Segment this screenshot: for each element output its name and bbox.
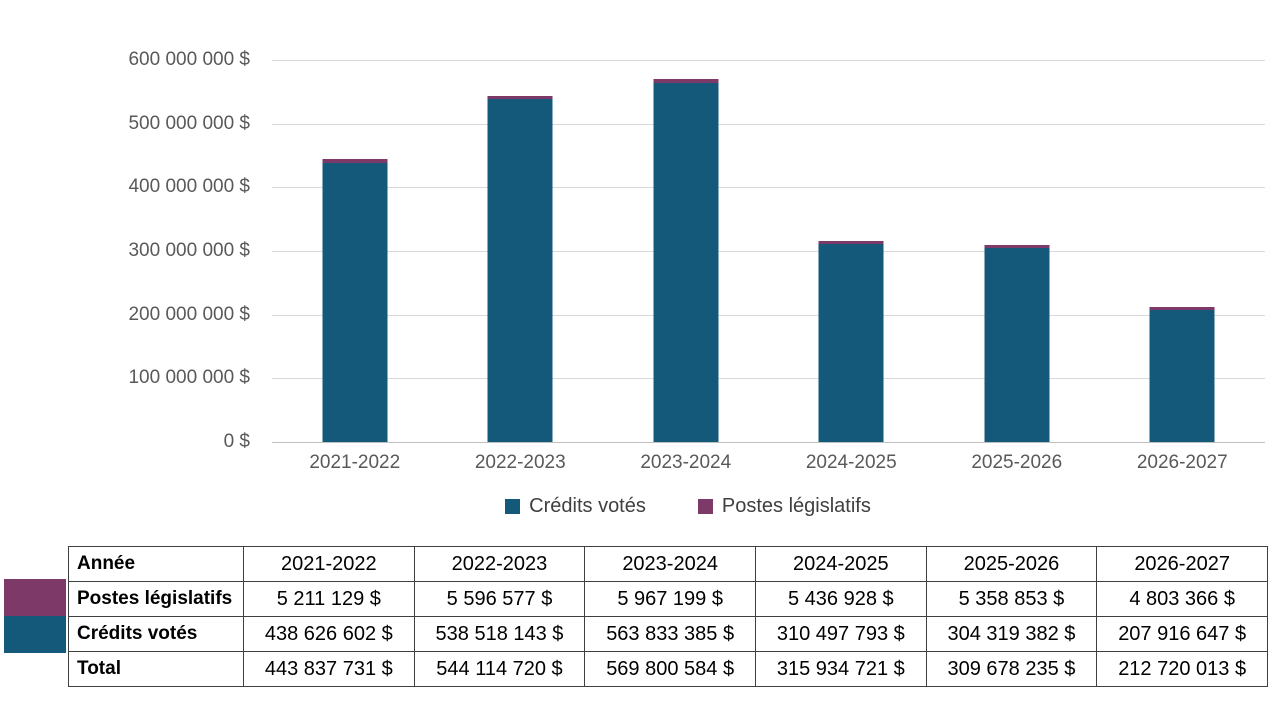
gridline xyxy=(272,60,1265,61)
chart-legend: Crédits votés Postes législatifs xyxy=(48,495,1280,518)
y-axis-tick-label: 200 000 000 $ xyxy=(128,303,250,325)
bar-group xyxy=(1100,60,1266,442)
table-cell: 4 803 366 $ xyxy=(1096,581,1268,617)
table-row-postes-legislatifs: Postes législatifs 5 211 129 $5 596 577 $… xyxy=(68,581,1268,617)
table-header-year: 2026-2027 xyxy=(1096,546,1268,582)
gridline xyxy=(272,123,1265,125)
x-axis-category-label: 2024-2025 xyxy=(805,452,897,473)
legend-item-credits-votes: Crédits votés xyxy=(505,495,646,518)
table-cell: 304 319 382 $ xyxy=(925,616,1098,652)
gridline xyxy=(272,187,1265,189)
bar-segment-credits-votes xyxy=(1149,309,1215,442)
bar-segment-postes-legislatifs xyxy=(1149,306,1215,310)
bar-segment-credits-votes xyxy=(984,248,1050,442)
table-row-swatch-postes-legislatifs xyxy=(4,579,66,616)
bar-stack xyxy=(653,79,719,442)
table-row-credits-votes: Crédits votés 438 626 602 $538 518 143 $5… xyxy=(68,616,1268,652)
x-axis-category-label: 2021-2022 xyxy=(309,452,401,473)
bar-segment-credits-votes xyxy=(487,99,553,442)
table-cell: 5 596 577 $ xyxy=(413,581,586,617)
table-header-year: 2023-2024 xyxy=(584,546,756,582)
legend-swatch-postes-legislatifs-icon xyxy=(697,499,713,514)
table-cell: 538 518 143 $ xyxy=(413,616,586,652)
gridline xyxy=(272,378,1265,380)
table-cell: 309 678 235 $ xyxy=(925,651,1098,687)
bar-stack xyxy=(322,159,388,442)
table-cell: 5 436 928 $ xyxy=(754,581,927,617)
bar-stack xyxy=(818,240,884,442)
table-cell: 315 934 721 $ xyxy=(754,651,927,687)
table-cell: 212 720 013 $ xyxy=(1096,651,1268,687)
y-axis-tick-label: 600 000 000 $ xyxy=(128,49,250,70)
x-axis-category-label: 2025-2026 xyxy=(971,452,1063,473)
bar-segment-postes-legislatifs xyxy=(984,244,1050,249)
table-header-year: 2022-2023 xyxy=(413,546,586,582)
y-axis-labels: 0 $ 100 000 000 $ 200 000 000 $ 300 000 000… xyxy=(0,49,250,452)
table-cell: 5 967 199 $ xyxy=(584,581,756,617)
table-cell: 438 626 602 $ xyxy=(243,616,415,652)
table-row-total: Total 443 837 731 $544 114 720 $569 800 5… xyxy=(68,651,1268,687)
bar-segment-postes-legislatifs xyxy=(818,240,884,245)
table-header-year: 2025-2026 xyxy=(925,546,1098,582)
bar-stack xyxy=(984,244,1050,442)
table-cell: 310 497 793 $ xyxy=(754,616,927,652)
bar-segment-credits-votes xyxy=(653,83,719,442)
x-axis-labels: 2021-2022 2022-2023 2023-2024 2024-2025 2025… xyxy=(272,452,1265,474)
table-row-header: Postes législatifs xyxy=(68,581,244,617)
table-cell: 207 916 647 $ xyxy=(1096,616,1268,652)
y-axis-tick-label: 400 000 000 $ xyxy=(128,176,250,198)
table-header-year: 2021-2022 xyxy=(243,546,415,582)
table-header-row: Année 2021-2022 2022-2023 2023-2024 2024-202… xyxy=(68,546,1268,582)
table-header-annee: Année xyxy=(68,546,244,582)
table-header-year: 2024-2025 xyxy=(754,546,927,582)
table-row-header: Crédits votés xyxy=(68,616,244,652)
bar-group xyxy=(272,60,438,442)
bar-group xyxy=(438,60,604,442)
x-axis-category-label: 2023-2024 xyxy=(640,452,732,473)
bar-segment-postes-legislatifs xyxy=(487,95,553,100)
table-cell: 569 800 584 $ xyxy=(584,651,756,687)
table-cell: 5 358 853 $ xyxy=(925,581,1098,617)
legend-label-postes-legislatifs: Postes législatifs xyxy=(721,495,871,517)
gridline xyxy=(272,442,1265,443)
table-cell: 563 833 385 $ xyxy=(584,616,756,652)
table-row-swatch-credits-votes xyxy=(4,616,66,653)
gridline xyxy=(272,251,1265,252)
y-axis-tick-label: 0 $ xyxy=(223,431,250,452)
bar-segment-postes-legislatifs xyxy=(653,79,719,84)
data-table: Année 2021-2022 2022-2023 2023-2024 2024-202… xyxy=(68,546,1268,687)
y-axis-tick-label: 500 000 000 $ xyxy=(128,112,250,134)
table-row-header: Total xyxy=(68,651,244,687)
bar-segment-postes-legislatifs xyxy=(322,159,388,163)
gridline xyxy=(272,314,1265,316)
plot-area xyxy=(272,60,1265,443)
table-cell: 5 211 129 $ xyxy=(243,581,415,617)
table-cell: 544 114 720 $ xyxy=(413,651,586,687)
y-axis-tick-label: 100 000 000 $ xyxy=(128,367,250,389)
bar-stack xyxy=(487,95,553,442)
legend-label-credits-votes: Crédits votés xyxy=(529,495,646,517)
data-table-body: Année 2021-2022 2022-2023 2023-2024 2024-202… xyxy=(68,546,1268,687)
bar-group xyxy=(934,60,1100,442)
bar-segment-credits-votes xyxy=(322,162,388,442)
y-axis-tick-label: 300 000 000 $ xyxy=(128,240,250,261)
bar-segment-credits-votes xyxy=(818,244,884,442)
bar-stack xyxy=(1149,306,1215,442)
legend-swatch-credits-votes-icon xyxy=(505,499,521,514)
bar-slots xyxy=(272,60,1265,442)
x-axis-category-label: 2022-2023 xyxy=(474,452,566,473)
legend-item-postes-legislatifs: Postes législatifs xyxy=(697,495,871,518)
table-cell: 443 837 731 $ xyxy=(243,651,415,687)
x-axis-category-label: 2026-2027 xyxy=(1136,452,1228,473)
bar-group xyxy=(769,60,935,442)
bar-group xyxy=(603,60,769,442)
